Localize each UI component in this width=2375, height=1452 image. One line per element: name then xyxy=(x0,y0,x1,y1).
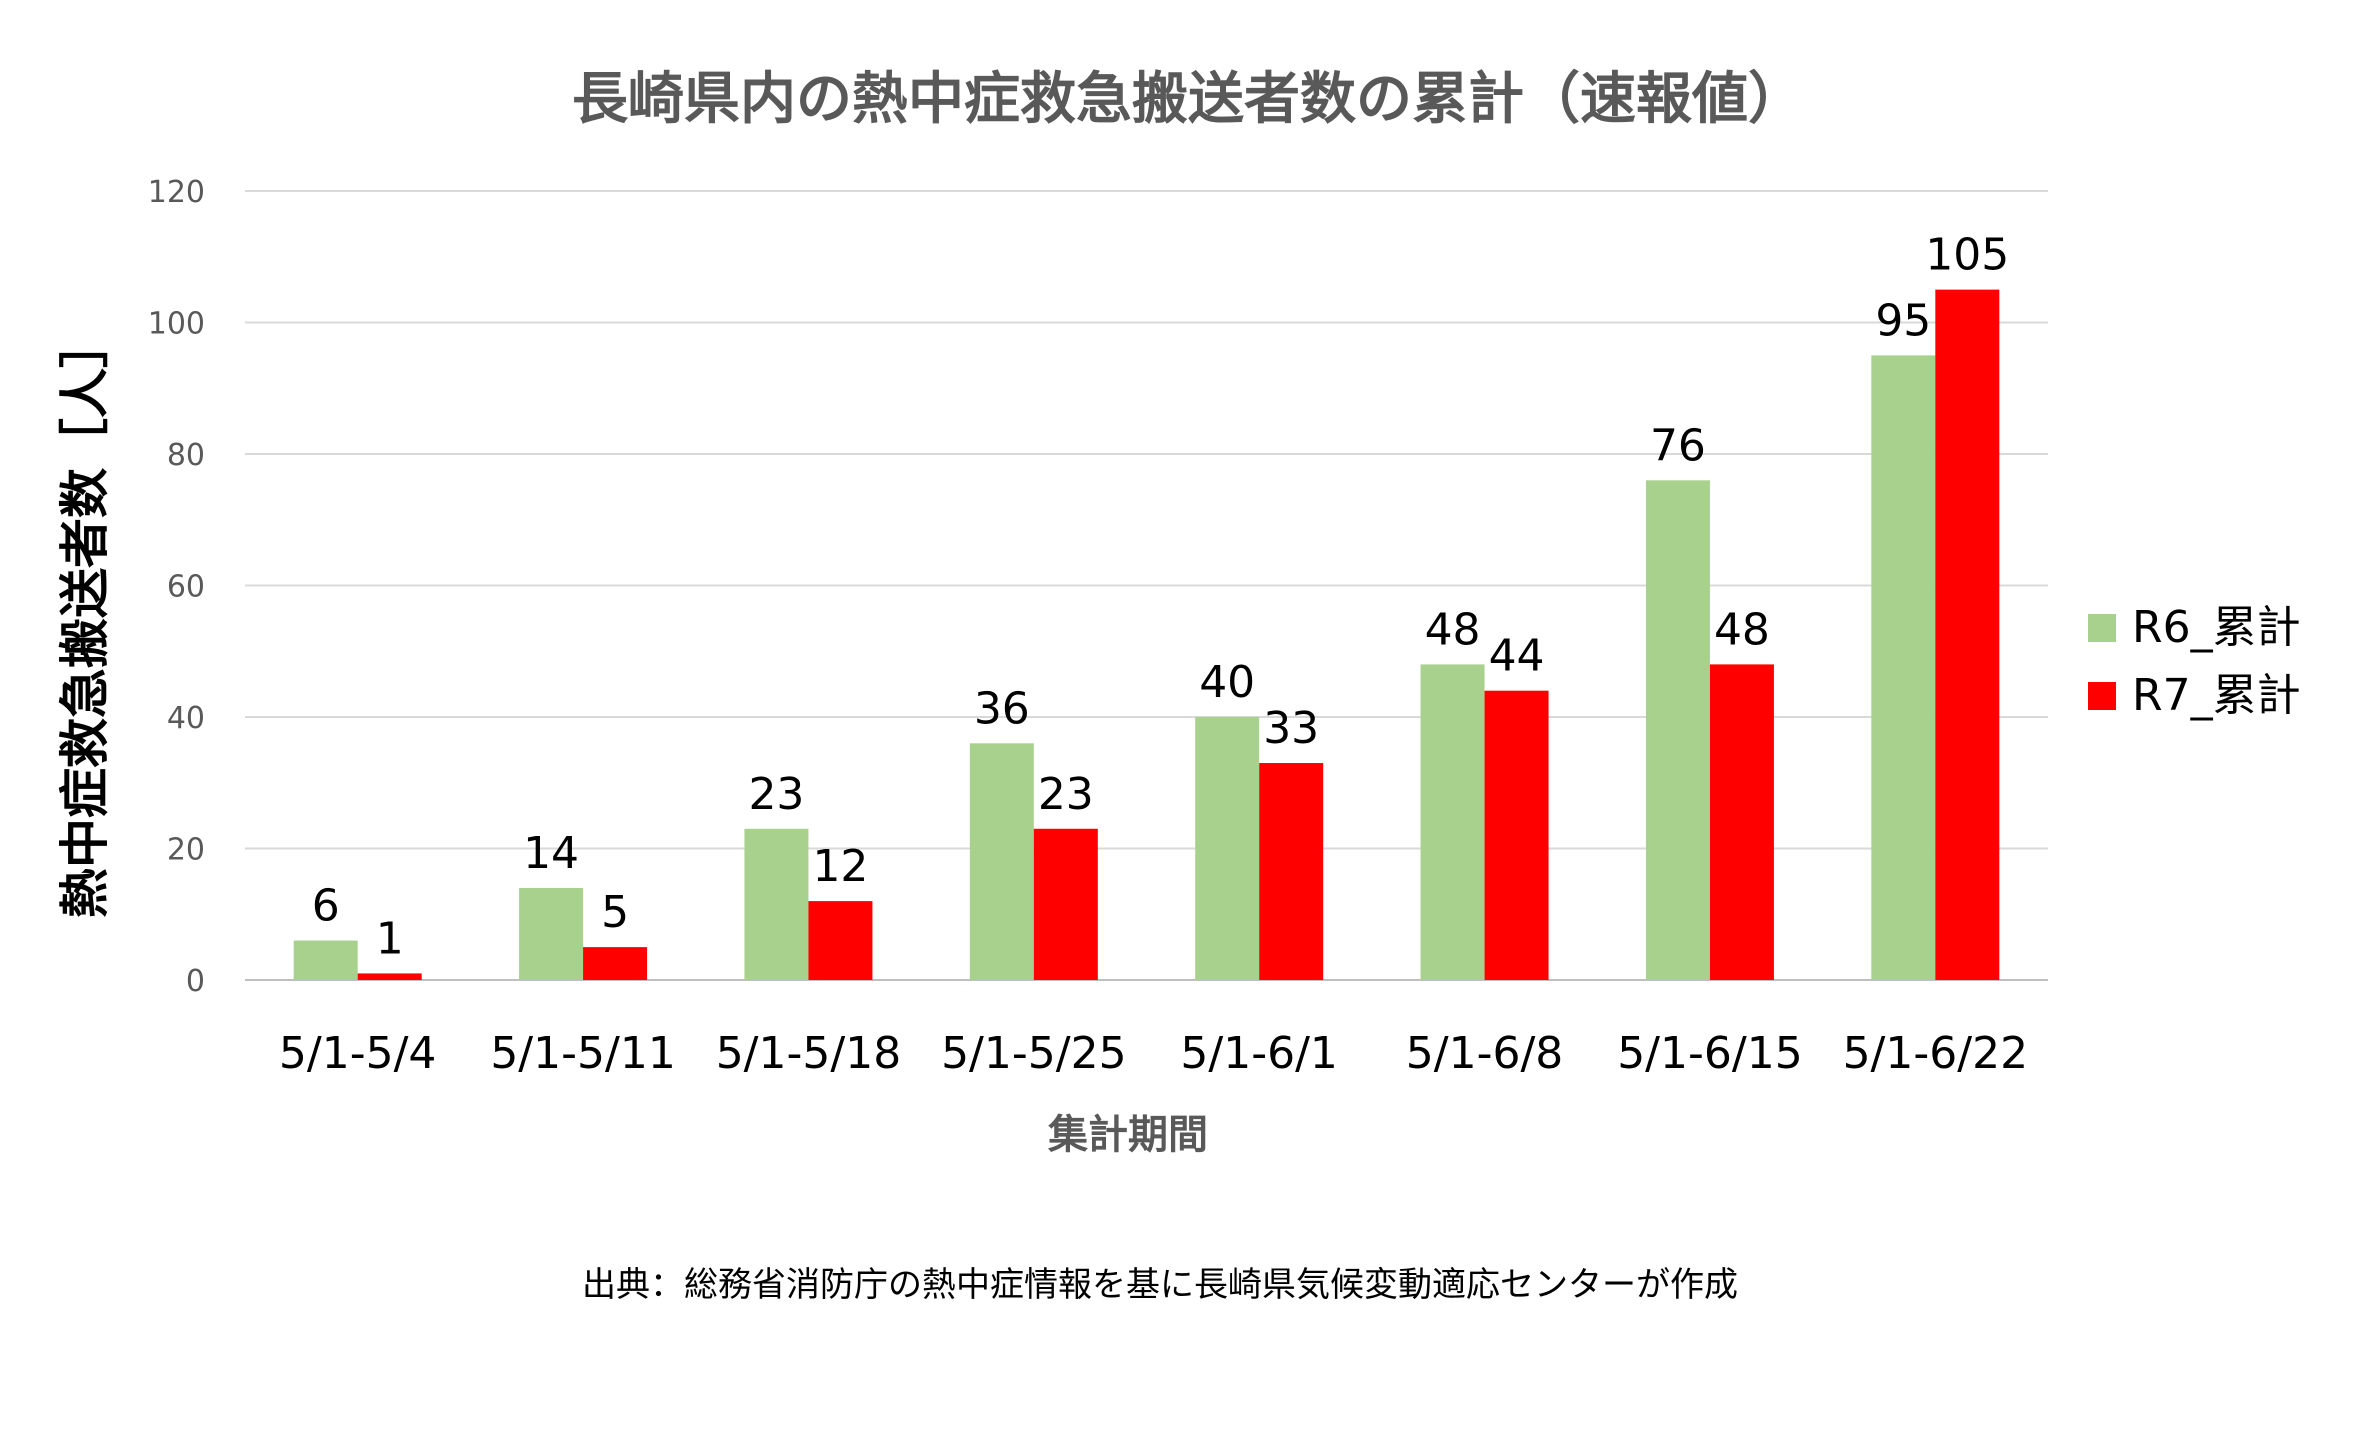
x-tick-label: 5/1-5/18 xyxy=(716,1028,902,1079)
x-tick-label: 5/1-6/8 xyxy=(1406,1028,1564,1079)
y-tick-label: 100 xyxy=(148,307,205,342)
x-tick-label: 5/1-6/15 xyxy=(1617,1028,1803,1079)
x-tick-label: 5/1-6/1 xyxy=(1180,1028,1338,1079)
bar-r7 xyxy=(1484,690,1549,980)
x-tick-label: 5/1-6/22 xyxy=(1843,1028,2029,1079)
bar-r7 xyxy=(1033,828,1098,980)
data-label: 14 xyxy=(523,828,579,879)
data-label: 36 xyxy=(974,683,1030,734)
data-label: 76 xyxy=(1650,420,1706,471)
data-label: 12 xyxy=(812,841,868,892)
bar-r6 xyxy=(293,940,358,980)
legend-label: R6_累計 xyxy=(2132,602,2301,653)
y-tick-label: 80 xyxy=(167,438,205,473)
bar-r6 xyxy=(1195,717,1260,980)
bar-r6 xyxy=(969,743,1034,980)
data-label: 105 xyxy=(1925,230,2009,281)
source-note: 出典：総務省消防庁の熱中症情報を基に長崎県気候変動適応センターが作成 xyxy=(582,1265,1738,1305)
x-axis-title: 集計期間 xyxy=(1047,1112,1208,1158)
y-tick-label: 40 xyxy=(167,701,205,736)
data-label: 6 xyxy=(312,881,340,932)
y-tick-label: 120 xyxy=(148,175,205,210)
data-label: 95 xyxy=(1875,295,1931,346)
bars xyxy=(293,289,2000,980)
bar-r6 xyxy=(1871,355,1936,980)
data-label: 48 xyxy=(1714,604,1770,655)
data-label: 48 xyxy=(1425,604,1481,655)
bar-r6 xyxy=(744,828,809,980)
bar-r7 xyxy=(1259,763,1324,980)
legend-label: R7_累計 xyxy=(2132,670,2301,721)
bar-r6 xyxy=(1645,480,1710,980)
x-tick-label: 5/1-5/25 xyxy=(941,1028,1127,1079)
x-tick-label: 5/1-5/4 xyxy=(279,1028,437,1079)
data-label: 40 xyxy=(1199,657,1255,708)
bar-r7 xyxy=(1935,289,2000,980)
bar-r6 xyxy=(1420,664,1485,980)
bar-r7 xyxy=(808,901,873,980)
legend: R6_累計 R7_累計 xyxy=(2088,602,2301,721)
legend-swatch xyxy=(2088,682,2116,710)
x-tick-label: 5/1-5/11 xyxy=(490,1028,676,1079)
chart-title: 長崎県内の熱中症救急搬送者数の累計（速報値） xyxy=(572,67,1804,132)
y-axis-title: 熱中症救急搬送者数［人］ xyxy=(56,318,114,918)
y-axis-ticks: 0 20 40 60 80 100 120 xyxy=(148,175,205,999)
data-label: 1 xyxy=(376,913,404,964)
x-axis-ticks: 5/1-5/4 5/1-5/11 5/1-5/18 5/1-5/25 5/1-6/1 5/… xyxy=(279,1028,2028,1079)
y-tick-label: 20 xyxy=(167,833,205,868)
bar-r7 xyxy=(583,947,648,980)
data-label: 23 xyxy=(748,769,804,820)
data-label: 5 xyxy=(601,887,629,938)
gridlines xyxy=(245,190,2048,981)
y-tick-label: 60 xyxy=(167,570,205,605)
data-label: 44 xyxy=(1489,631,1545,682)
y-tick-label: 0 xyxy=(186,964,205,999)
bar-r7 xyxy=(357,973,422,980)
bar-r7 xyxy=(1709,664,1774,980)
data-label: 33 xyxy=(1263,703,1319,754)
bar-r6 xyxy=(519,887,584,980)
legend-swatch xyxy=(2088,614,2116,642)
data-label: 23 xyxy=(1038,769,1094,820)
